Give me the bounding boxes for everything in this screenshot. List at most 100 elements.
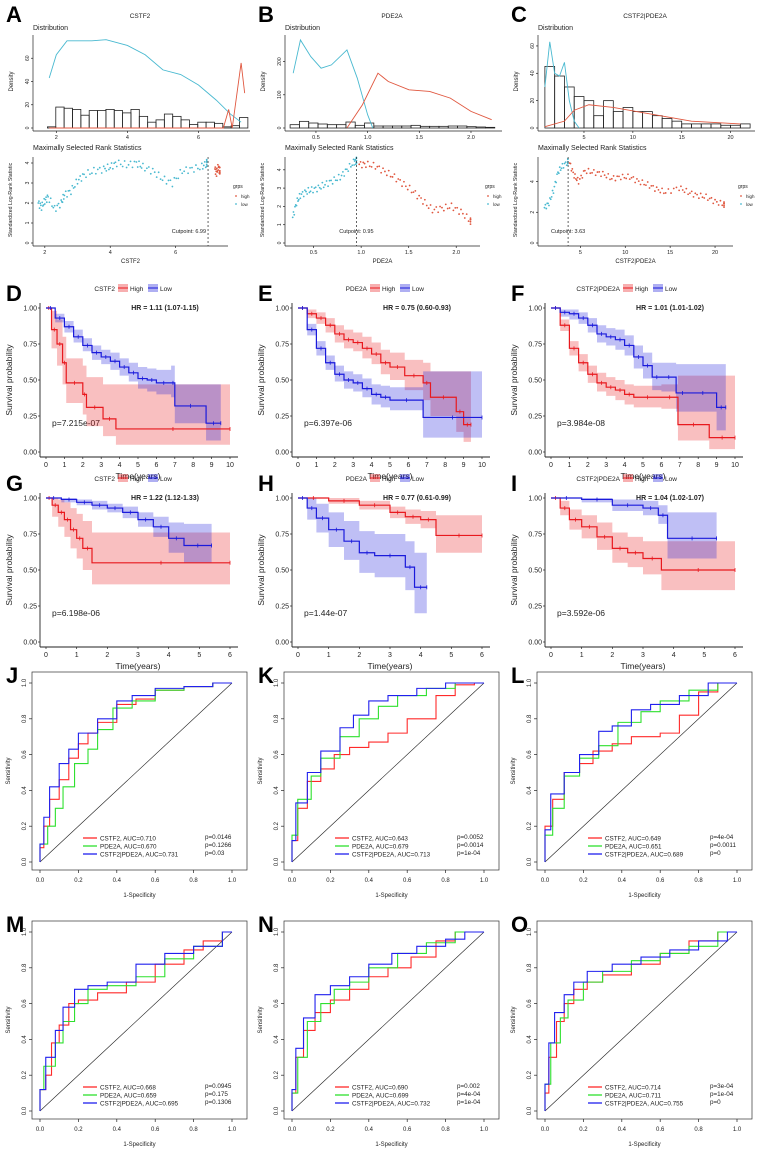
rank-point-low	[303, 189, 306, 192]
panel-letter: B	[258, 2, 274, 27]
x-tick-label: 1.0	[364, 135, 372, 141]
rank-point-low	[138, 160, 140, 163]
histogram-bar	[410, 124, 421, 129]
panel-letter: E	[258, 281, 273, 306]
panel-f: F 0.00 0.25 0.50 0.75 1.00 0 1 2 3 4 5 6 7 8 9 10 Time(ye…	[509, 281, 743, 481]
legend-label-low: low	[746, 202, 754, 207]
rank-point-low	[45, 201, 48, 204]
legend-label-low: Low	[665, 476, 677, 483]
rank-point-low	[42, 204, 45, 206]
y-tick-label: 1.00	[275, 306, 289, 313]
x-tick-label: 2	[333, 462, 337, 469]
rank-point-high	[378, 165, 381, 168]
rank-point-low	[177, 177, 180, 180]
panel-letter: J	[6, 663, 18, 688]
rank-point-low	[551, 189, 554, 192]
histogram-bar	[336, 124, 347, 129]
y-tick-label: 0.4	[274, 786, 280, 795]
x-tick-label: 1.0	[228, 878, 237, 884]
rank-point-high	[592, 168, 595, 171]
x-tick-label: 4	[419, 652, 423, 659]
y-tick-label: 0.00	[275, 450, 289, 457]
rank-point-low	[545, 207, 548, 210]
x-tick-label: 7	[425, 462, 429, 469]
rank-point-low	[548, 204, 550, 207]
legend-label-low: low	[241, 202, 249, 207]
rank-point-low	[328, 179, 331, 182]
hazard-ratio: HR = 0.77 (0.61-0.99)	[383, 495, 451, 502]
rank-point-high	[416, 197, 419, 200]
x-tick-label: 10	[731, 462, 739, 469]
histogram-bar	[593, 115, 604, 129]
y-tick-label: 1.00	[23, 306, 37, 313]
rank-point-high	[216, 163, 219, 166]
plot-frame	[283, 671, 500, 871]
panel-letter: A	[6, 2, 22, 27]
y-tick-label: 0.2	[274, 1070, 280, 1079]
rank-point-low	[555, 181, 558, 184]
rank-point-low	[200, 162, 203, 165]
histogram-bar	[485, 126, 496, 129]
y-tick-label: 1.00	[528, 306, 542, 313]
rank-point-low	[353, 164, 356, 166]
x-tick-label: 7	[173, 462, 177, 469]
y-tick-label: 0.6	[274, 750, 280, 759]
rank-point-high	[404, 185, 407, 188]
x-tick-label: 6	[197, 135, 200, 141]
rank-point-high	[723, 204, 725, 207]
rank-point-low	[80, 180, 83, 182]
rank-point-low	[298, 192, 301, 195]
y-tick-label: 3	[25, 181, 31, 184]
x-tick-label: 5	[579, 250, 582, 256]
rank-point-low	[72, 187, 75, 189]
rank-point-high	[639, 183, 642, 186]
y-tick-label: 0.50	[23, 378, 37, 385]
histogram-bar	[429, 125, 440, 129]
y-axis-label: Survival probability	[509, 344, 519, 416]
histogram-bar	[80, 114, 90, 129]
x-tick-label: 5	[388, 462, 392, 469]
histogram-bar	[180, 119, 190, 129]
y-tick-label: 0.0	[527, 857, 533, 866]
rank-point-low	[39, 204, 42, 207]
y-tick-label: 0.6	[527, 999, 533, 1008]
y-tick-label: 0.75	[528, 532, 542, 539]
panel-letter: H	[258, 471, 274, 496]
rank-point-high	[435, 206, 438, 208]
x-tick-label: 0.6	[656, 878, 665, 884]
x-tick-label: 10	[630, 135, 636, 141]
density-curve-high	[346, 72, 492, 129]
x-tick-label: 7	[678, 462, 682, 469]
rank-point-high	[418, 194, 421, 197]
legend-label: CSTF2|PDE2A, AUC=0.713	[352, 851, 431, 858]
x-tick-label: 1	[327, 652, 331, 659]
rank-point-high	[442, 209, 445, 212]
rank-point-low	[310, 186, 313, 188]
legend-label-high: High	[635, 286, 649, 293]
rank-point-high	[637, 180, 640, 182]
y-axis-label: Survival probability	[256, 344, 266, 416]
y-tick-label: 0.8	[527, 963, 533, 972]
rank-point-high	[395, 180, 398, 183]
rank-point-high	[670, 192, 672, 194]
y-tick-label: 0.8	[274, 963, 280, 972]
rank-point-high	[714, 198, 716, 201]
x-tick-label: 6	[733, 652, 737, 659]
rank-point-low	[336, 179, 339, 182]
ci-band-low	[551, 498, 717, 559]
x-tick-label: 0.6	[656, 1127, 665, 1133]
y-tick-label: 1.0	[22, 927, 28, 936]
histogram-bar	[326, 124, 338, 129]
y-tick-label: 0.25	[23, 414, 37, 421]
rank-point-low	[195, 164, 197, 166]
rank-point-high	[692, 195, 695, 198]
ci-band-high	[551, 308, 735, 450]
rank-point-low	[131, 166, 134, 169]
y-tick-label: 1.00	[23, 496, 37, 503]
y-tick-label: 4	[530, 180, 536, 183]
rank-point-low	[558, 166, 561, 169]
rank-point-low	[296, 197, 299, 200]
y-tick-label: 2	[530, 211, 536, 214]
rank-point-high	[630, 176, 633, 179]
histogram-bar	[691, 123, 702, 129]
